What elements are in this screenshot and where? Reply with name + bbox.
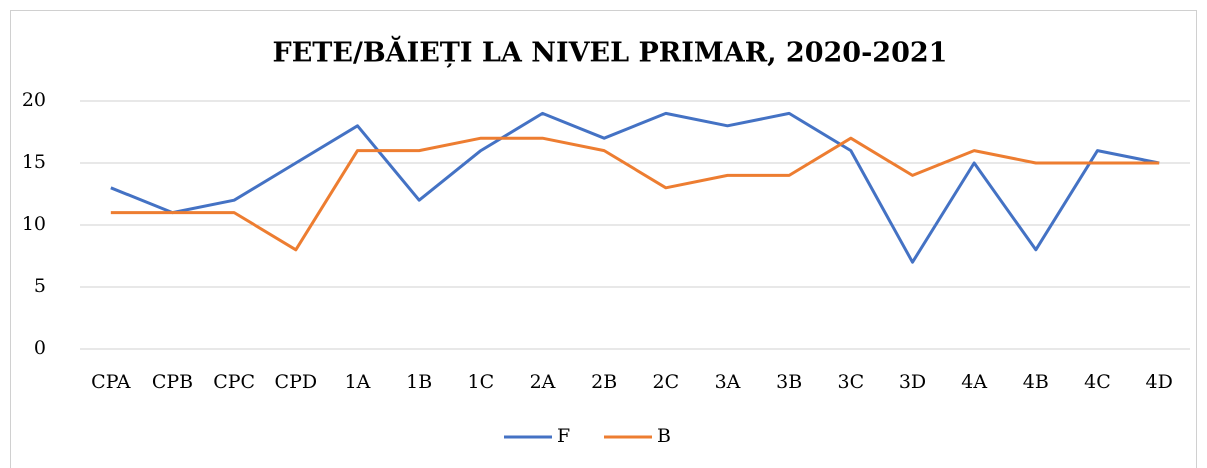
chart-title: FETE/BĂIEȚI LA NIVEL PRIMAR, 2020-2021 [273, 35, 948, 69]
y-tick-label: 15 [22, 151, 46, 173]
y-tick-label: 0 [34, 337, 46, 359]
chart-frame [10, 10, 1197, 468]
x-tick-label: 1C [468, 371, 495, 393]
x-tick-label: CPC [213, 371, 255, 393]
line-series [110, 136, 1160, 252]
y-tick-label: 20 [22, 89, 46, 111]
x-tick-label: 3B [776, 371, 802, 393]
x-tick-label: 4C [1084, 371, 1111, 393]
x-tick-label: 3D [899, 371, 926, 393]
x-tick-label: 4B [1023, 371, 1049, 393]
legend-label: F [557, 425, 570, 447]
x-tick-label: 2B [591, 371, 617, 393]
x-tick-label: CPB [152, 371, 193, 393]
x-tick-label: 3C [838, 371, 865, 393]
x-tick-label: 2C [653, 371, 680, 393]
x-tick-label: CPD [275, 371, 318, 393]
x-tick-label: 4D [1146, 371, 1173, 393]
y-tick-label: 10 [22, 213, 46, 235]
x-tick-label: 1A [345, 371, 371, 393]
y-tick-label: 5 [34, 275, 46, 297]
x-tick-label: 3A [715, 371, 741, 393]
legend-label: B [657, 425, 671, 447]
x-tick-label: 2A [530, 371, 556, 393]
x-tick-label: CPA [91, 371, 131, 393]
x-tick-label: 1B [406, 371, 432, 393]
x-tick-label: 4A [961, 371, 987, 393]
line-series [110, 111, 1160, 264]
